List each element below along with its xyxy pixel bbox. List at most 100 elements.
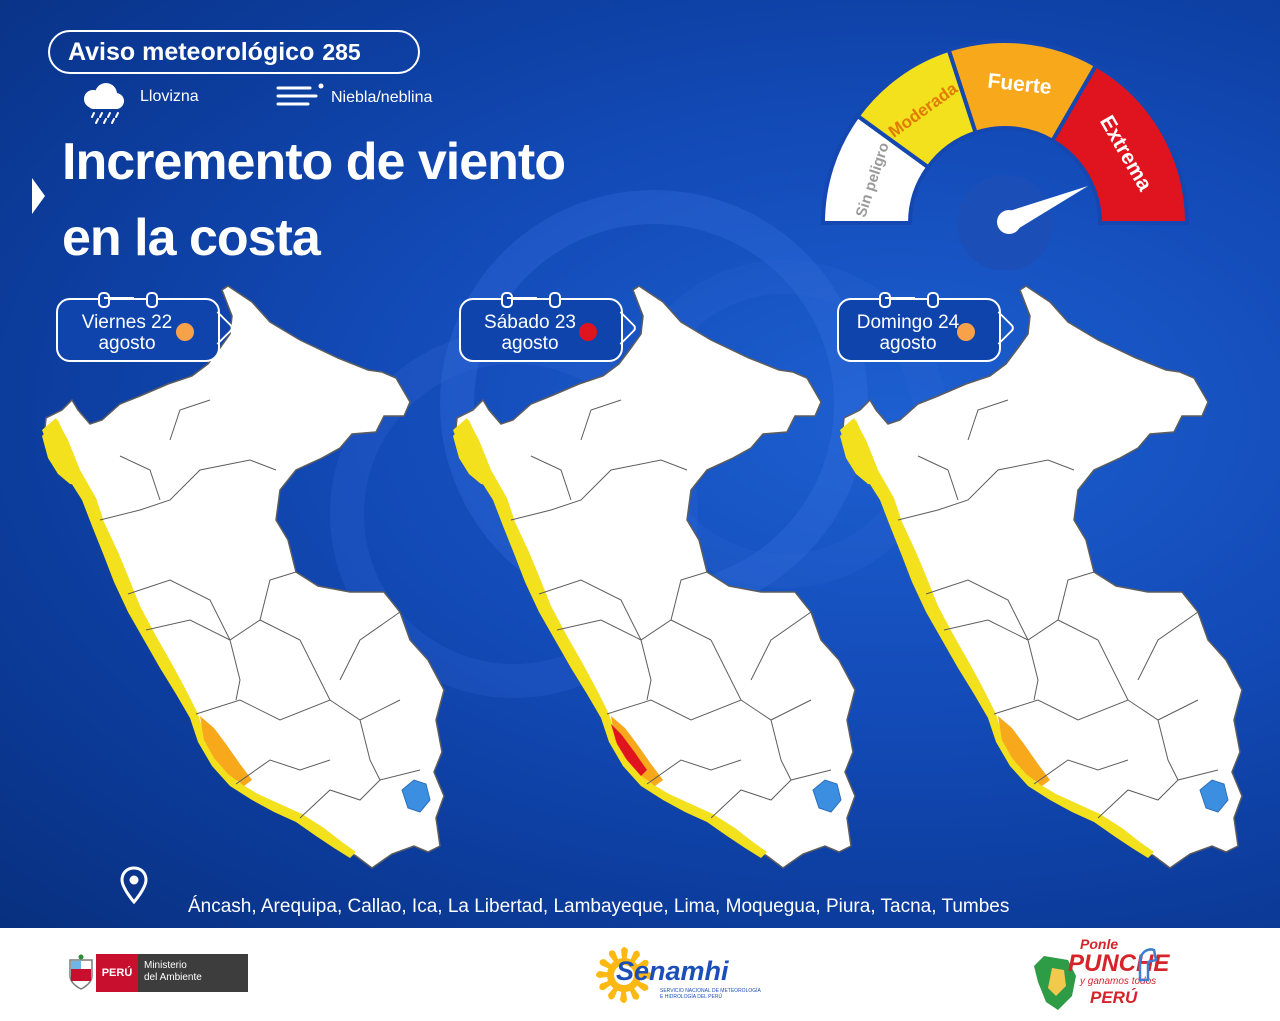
- date-label: Viernes 22 agosto: [68, 312, 186, 354]
- peru-map-day-3: [840, 285, 1243, 869]
- lake-titicaca: [1199, 779, 1229, 813]
- location-pin-icon: [120, 866, 148, 905]
- fog-icon: [276, 83, 324, 106]
- region-border: [606, 699, 812, 721]
- region-border: [640, 639, 652, 701]
- calendar-ring-icon: [549, 292, 561, 308]
- date-day: Viernes 22: [81, 312, 173, 333]
- level-dot: [176, 323, 194, 341]
- coast-strong-zone: [200, 716, 252, 786]
- region-border: [1027, 639, 1039, 701]
- calendar-bar: [507, 297, 537, 299]
- calendar-bar: [104, 297, 134, 299]
- region-border: [259, 571, 297, 621]
- footer-logos: PERÚ Ministerio del Ambiente Senamhi SER…: [0, 928, 1280, 1021]
- date-tag-day-1: Viernes 22 agosto: [56, 292, 235, 362]
- notice-label: Aviso meteorológico: [68, 37, 315, 66]
- headline-line-2: en la costa: [62, 209, 321, 267]
- level-dot: [579, 323, 597, 341]
- peru-map-icon: [1034, 956, 1076, 1010]
- date-label: Domingo 24 agosto: [849, 312, 967, 354]
- level-dot: [957, 323, 975, 341]
- calendar-ring-icon: [98, 292, 110, 308]
- campaign-text-2: PUNCHE: [1068, 950, 1170, 977]
- legend-fog-label: Niebla/neblina: [331, 89, 433, 106]
- date-tag-day-2: Sábado 23 agosto: [459, 292, 638, 362]
- region-border: [1097, 639, 1129, 701]
- region-border: [750, 611, 812, 681]
- campaign-text-4: PERÚ: [1090, 988, 1138, 1007]
- region-border: [917, 455, 959, 501]
- senamhi-subtitle-1: SERVICIO NACIONAL DE METEOROLOGÍA: [660, 988, 761, 994]
- north-moderate-zone: [42, 420, 82, 486]
- date-month: agosto: [98, 333, 156, 354]
- coast-extreme-zone: [611, 724, 647, 776]
- coast-strong-zone: [998, 716, 1050, 786]
- gauge-extrema-segment: [1049, 62, 1190, 225]
- lake-titicaca: [401, 779, 431, 813]
- date-tag-day-3: Domingo 24 agosto: [837, 292, 1016, 362]
- region-border: [119, 455, 161, 501]
- region-border: [359, 719, 421, 781]
- country-outline: [841, 285, 1243, 869]
- gauge-needle: [1000, 186, 1088, 230]
- date-month: agosto: [501, 333, 559, 354]
- region-border: [770, 719, 832, 781]
- region-border: [127, 579, 231, 641]
- region-border: [538, 579, 642, 641]
- region-border: [1097, 779, 1179, 819]
- calendar-ring-icon: [879, 292, 891, 308]
- region-border: [510, 459, 688, 521]
- drizzle-icon: [84, 83, 124, 124]
- notice-badge: Aviso meteorológico 285: [48, 30, 420, 74]
- calendar-bar: [885, 297, 915, 299]
- region-border: [299, 779, 381, 819]
- ministry-name-1: Ministerio: [144, 960, 187, 971]
- senamhi-subtitle-2: E HIDROLOGÍA DEL PERÚ: [660, 994, 723, 1000]
- region-border: [670, 571, 708, 621]
- date-day: Sábado 23: [484, 312, 576, 333]
- region-border: [710, 779, 792, 819]
- lake-titicaca: [812, 779, 842, 813]
- region-border: [1157, 719, 1219, 781]
- coat-of-arms-icon: [69, 954, 93, 990]
- coast-strong-zone: [611, 716, 663, 786]
- date-label: Sábado 23 agosto: [471, 312, 589, 354]
- region-border: [1137, 611, 1199, 681]
- peru-map-day-1: [42, 285, 445, 869]
- region-border: [299, 639, 331, 701]
- north-moderate-zone: [840, 420, 880, 486]
- region-border: [169, 399, 211, 441]
- country-outline: [43, 285, 445, 869]
- region-border: [235, 759, 331, 785]
- affected-regions: Áncash, Arequipa, Callao, Ica, La Libert…: [188, 896, 1010, 917]
- calendar-ring-icon: [146, 292, 158, 308]
- flexed-arm-icon: [1138, 948, 1158, 982]
- peru-map-day-2: [453, 285, 856, 869]
- gauge-hub: [997, 210, 1021, 234]
- region-border: [897, 459, 1075, 521]
- calendar-ring-icon: [501, 292, 513, 308]
- region-border: [99, 459, 277, 521]
- region-border: [925, 579, 1029, 641]
- sun-icon: [596, 947, 652, 1003]
- region-border: [229, 639, 241, 701]
- date-month: agosto: [879, 333, 937, 354]
- date-day: Domingo 24: [856, 312, 960, 333]
- region-border: [1057, 571, 1095, 621]
- ministry-logo: PERÚ Ministerio del Ambiente: [66, 954, 251, 992]
- peru-flag-label: PERÚ: [96, 954, 138, 992]
- campaign-text-1: Ponle: [1080, 936, 1119, 952]
- campaign-text-3: y ganamos todos: [1080, 976, 1157, 987]
- region-border: [710, 639, 742, 701]
- region-border: [580, 399, 622, 441]
- country-outline: [454, 285, 856, 869]
- region-border: [339, 611, 401, 681]
- region-border: [530, 455, 572, 501]
- warning-infographic: Aviso meteorológico 285 Llovizna Niebla/…: [0, 0, 1280, 928]
- region-border: [967, 399, 1009, 441]
- title-arrow-icon: [32, 178, 45, 214]
- region-border: [195, 699, 401, 721]
- north-moderate-zone: [453, 420, 493, 486]
